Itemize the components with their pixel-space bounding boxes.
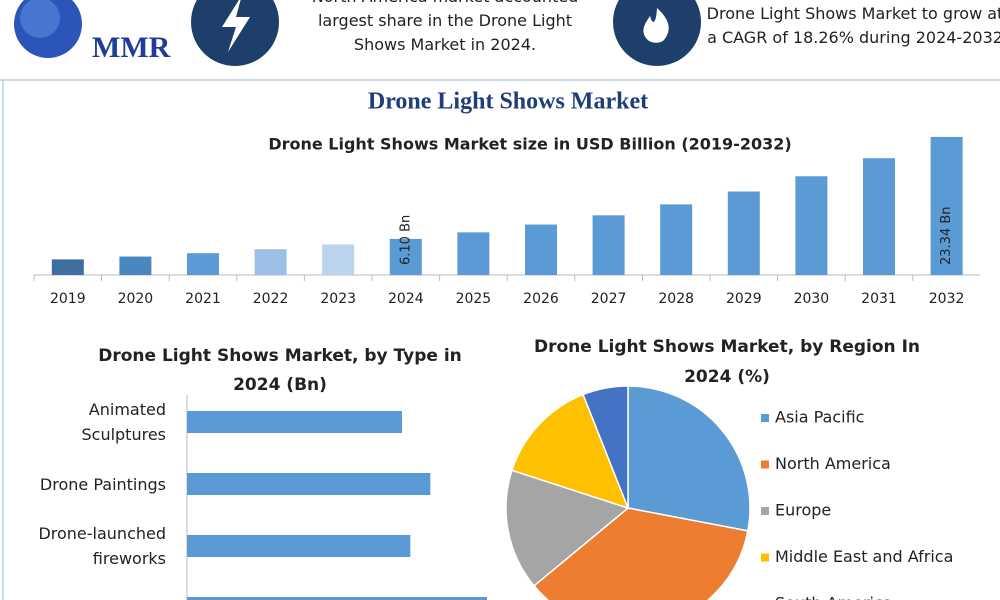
logo-text: MMR: [92, 31, 171, 64]
bar: [51, 259, 84, 275]
pie-slice: [505, 469, 630, 587]
x-tick-label: 2024: [388, 291, 424, 307]
x-tick-label: 2028: [658, 291, 694, 307]
bar: [119, 256, 152, 275]
x-tick-label: 2032: [929, 291, 965, 307]
bar: [187, 411, 402, 433]
icon-flame: [643, 8, 669, 43]
legend-swatch: [761, 553, 769, 562]
fact-text: Drone Light Shows Market to grow at a CA…: [706, 4, 1000, 47]
legend-label: North America: [775, 454, 891, 473]
main-title: Drone Light Shows Market: [368, 89, 648, 115]
pie-slice: [627, 385, 751, 532]
bar: [254, 249, 287, 275]
pie-slice: [582, 385, 629, 509]
bar: [863, 158, 895, 275]
x-tick-label: 2029: [726, 291, 762, 307]
legend-label: South America: [775, 594, 893, 600]
chart-title: Drone Light Shows Market, by Type in 202…: [98, 346, 462, 395]
x-tick-label: 2031: [861, 291, 897, 307]
bar: [187, 253, 219, 275]
icon-bolt: [222, 0, 250, 52]
chart-title: Drone Light Shows Market size in USD Bil…: [268, 135, 791, 154]
pie-slice: [532, 507, 749, 600]
bar: [660, 204, 693, 275]
x-tick-label: 2026: [523, 291, 559, 307]
x-tick-label: 2021: [185, 291, 221, 307]
legend-swatch: [761, 414, 769, 422]
legend-swatch: [761, 507, 769, 515]
bar: [727, 191, 760, 275]
bar: [187, 597, 487, 600]
x-tick-label: 2022: [253, 291, 289, 307]
y-tick-label: Drone Paintings: [39, 474, 166, 494]
bar: [592, 215, 625, 275]
bar: [389, 238, 422, 275]
logo-globe: [20, 0, 60, 38]
pie-slice: [511, 393, 630, 510]
bar: [322, 244, 355, 275]
y-tick-label: Animated Sculptures: [81, 400, 166, 444]
legend-label: Europe: [775, 501, 831, 520]
y-tick-label: Drone-launched fireworks: [38, 524, 166, 568]
legend-swatch: [761, 460, 769, 469]
bar: [187, 473, 431, 495]
fact-text: North America market accounted largest s…: [312, 0, 579, 54]
bar: [525, 224, 557, 275]
chart-title: Drone Light Shows Market, by Region In 2…: [533, 337, 921, 387]
value-label: 6.10 Bn: [398, 215, 413, 265]
bar: [187, 535, 411, 557]
x-tick-label: 2019: [50, 291, 86, 307]
x-tick-label: 2023: [320, 291, 356, 307]
legend-label: Middle East and Africa: [775, 547, 953, 566]
x-tick-label: 2030: [794, 291, 830, 307]
bar: [930, 136, 963, 275]
x-tick-label: 2025: [456, 291, 492, 307]
x-tick-label: 2020: [118, 291, 154, 307]
value-label: 23.34 Bn: [939, 206, 954, 265]
x-tick-label: 2027: [591, 291, 627, 307]
bar: [457, 232, 490, 275]
bar: [795, 176, 828, 275]
legend-label: Asia Pacific: [775, 408, 864, 427]
